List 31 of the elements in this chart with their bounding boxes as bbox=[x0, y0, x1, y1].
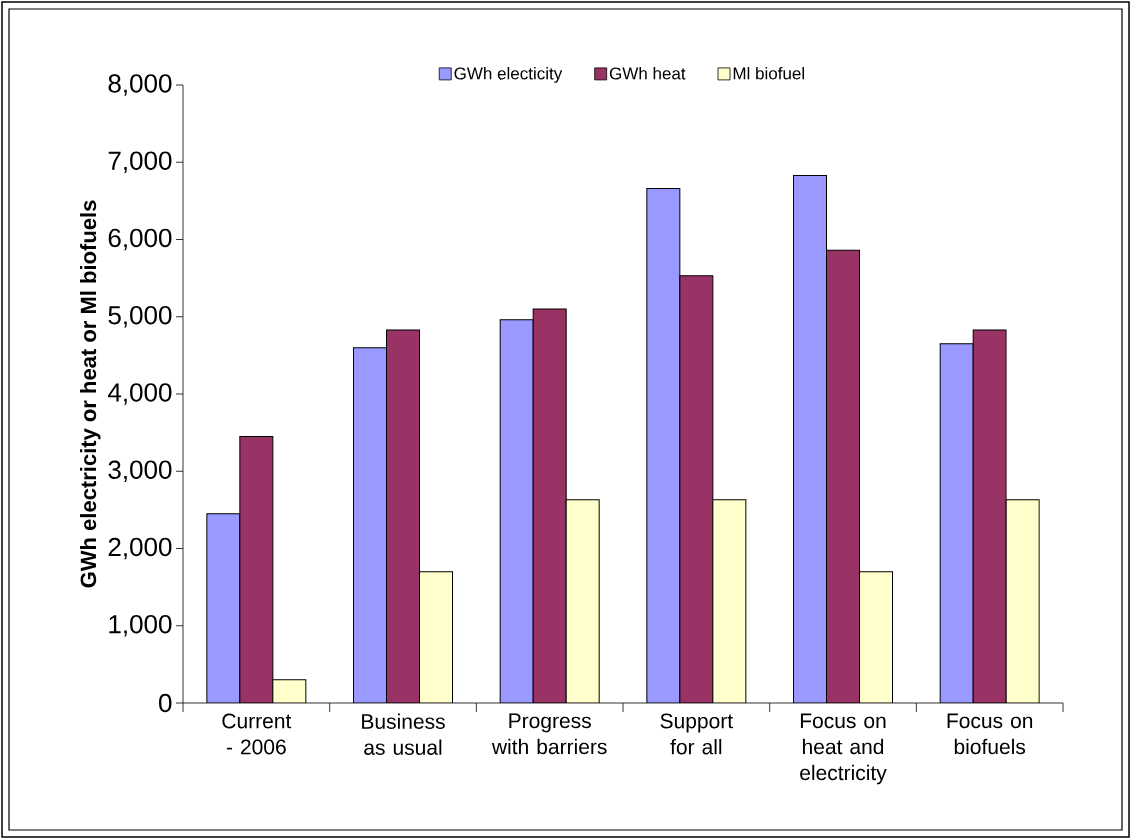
bar bbox=[939, 343, 974, 703]
x-tick-label: Current - 2006 bbox=[222, 713, 292, 755]
y-tick-label: 5,000 bbox=[108, 306, 172, 328]
y-tick-label: 0 bbox=[159, 693, 172, 713]
bar bbox=[679, 275, 713, 703]
bar bbox=[972, 329, 1007, 703]
y-tick-label: 2,000 bbox=[108, 537, 172, 560]
y-axis-title: GWh electricity or heat or Ml biofuels bbox=[80, 200, 101, 588]
y-tick-label: 3,000 bbox=[108, 460, 172, 482]
y-tick-label: 4,000 bbox=[108, 383, 172, 405]
bar bbox=[646, 188, 680, 703]
bar bbox=[533, 309, 567, 703]
y-tick-label: 7,000 bbox=[108, 151, 172, 173]
bar bbox=[793, 175, 827, 703]
bar bbox=[206, 513, 240, 703]
x-tick-label: Focus on biofuels bbox=[947, 713, 1033, 755]
legend-label: Ml biofuel bbox=[733, 66, 804, 80]
x-tick-label: Focus on heat and electricity bbox=[800, 713, 887, 785]
x-tick-label: Business as usual bbox=[362, 713, 445, 755]
y-tick-label: 8,000 bbox=[108, 74, 172, 96]
legend-label: GWh heat bbox=[609, 66, 686, 80]
y-tick-label: 6,000 bbox=[108, 228, 172, 251]
bar bbox=[353, 347, 387, 703]
bar bbox=[826, 250, 860, 703]
legend-label: GWh electicity bbox=[454, 66, 563, 83]
x-tick-label: Support for all bbox=[660, 713, 733, 755]
bar bbox=[500, 319, 534, 703]
y-tick-label: 1,000 bbox=[109, 615, 172, 637]
bar bbox=[239, 436, 273, 703]
x-tick-label: Progress with barriers bbox=[491, 713, 607, 755]
bar bbox=[386, 329, 420, 703]
